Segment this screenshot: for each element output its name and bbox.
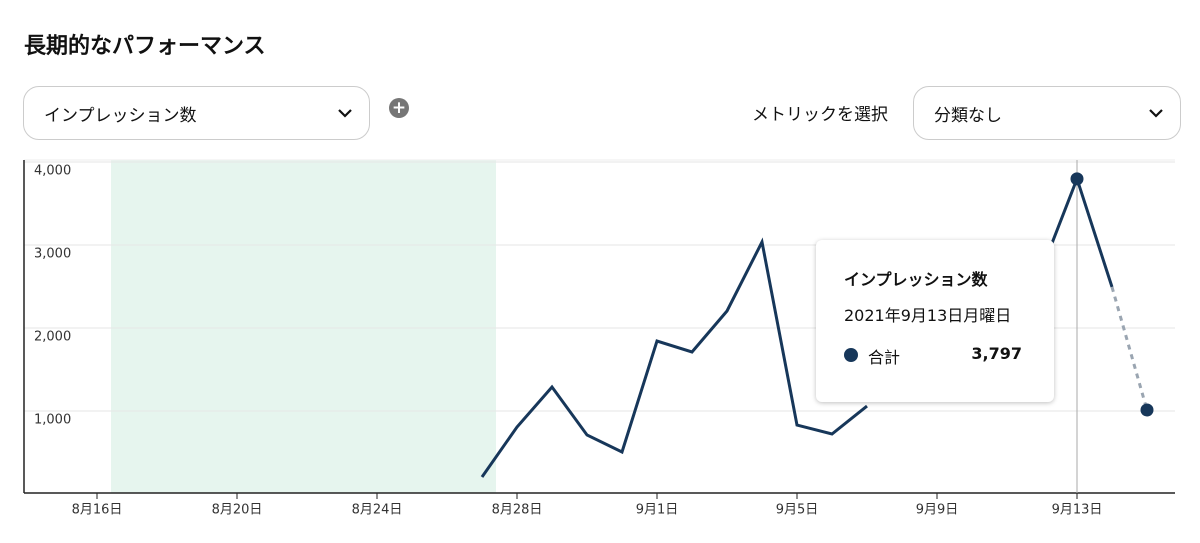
tooltip-date: 2021年9月13日月曜日 xyxy=(844,306,1012,325)
dropdown-text: インプレッション数 xyxy=(44,105,197,126)
x-tick-label: 9月5日 xyxy=(776,503,819,518)
y-tick-label: 3,000 xyxy=(34,247,71,262)
tooltip-label: 合計 xyxy=(868,348,901,367)
x-tick-label: 9月13日 xyxy=(1052,503,1103,518)
point xyxy=(1070,172,1084,186)
chevron xyxy=(338,109,352,118)
y-tick-label: 2,000 xyxy=(34,330,71,345)
x-tick-label: 8月28日 xyxy=(492,503,543,518)
line xyxy=(480,237,868,478)
metric-select-label: メトリックを選択 xyxy=(752,105,888,125)
add-metric-button[interactable]: + xyxy=(389,98,409,118)
x-tick-label: 9月9日 xyxy=(916,503,959,518)
tooltip-title: インプレッション数 xyxy=(844,270,988,289)
x-tick-label: 8月20日 xyxy=(212,503,263,518)
tooltip-swatch xyxy=(844,348,858,362)
highlight-region xyxy=(111,160,496,493)
line-projected xyxy=(1110,286,1149,411)
section-title: 長期的なパフォーマンス xyxy=(24,34,266,59)
y-tick-label: 1,000 xyxy=(34,413,71,428)
tooltip-value: 3,797 xyxy=(971,344,1022,363)
tooltip: インプレッション数 2021年9月13日月曜日 合計 3,797 xyxy=(816,240,1054,402)
dropdown-text: 分類なし xyxy=(934,105,1002,126)
x-tick-label: 9月1日 xyxy=(636,503,679,518)
x-tick-label: 8月16日 xyxy=(72,503,123,518)
chevron xyxy=(1149,109,1163,118)
breakdown-dropdown[interactable]: 分類なし xyxy=(913,86,1181,140)
metric-dropdown[interactable]: インプレッション数 xyxy=(23,86,370,140)
x-tick-label: 8月24日 xyxy=(352,503,403,518)
y-tick-label: 4,000 xyxy=(34,164,71,179)
point xyxy=(1140,403,1154,417)
